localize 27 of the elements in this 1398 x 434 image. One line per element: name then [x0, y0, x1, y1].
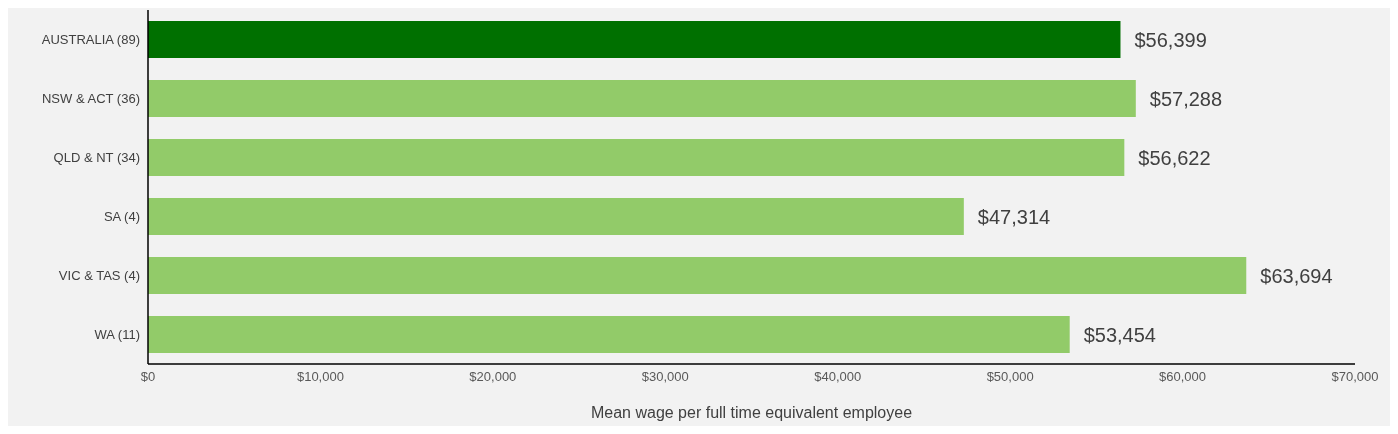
x-tick-label: $60,000 — [1159, 369, 1207, 385]
y-tick-label: VIC & TAS (4) — [58, 268, 140, 284]
data-label: $56,399 — [1134, 28, 1207, 51]
y-tick-label: SA (4) — [103, 209, 140, 225]
x-tick-label: $30,000 — [641, 369, 689, 385]
x-tick-label: $20,000 — [469, 369, 517, 385]
data-label: $47,314 — [977, 205, 1051, 228]
bar — [148, 21, 1121, 58]
x-tick-label: $0 — [140, 369, 156, 385]
data-label: $53,454 — [1083, 323, 1156, 346]
bar — [148, 316, 1070, 353]
y-tick-label: NSW & ACT (36) — [41, 91, 140, 107]
x-tick-label: $10,000 — [296, 369, 344, 385]
x-tick-label: $70,000 — [1331, 369, 1379, 385]
bar — [148, 198, 964, 235]
x-axis-title: Mean wage per full time equivalent employee — [590, 404, 913, 421]
data-label: $63,694 — [1260, 264, 1333, 287]
y-tick-label: WA (11) — [94, 327, 140, 343]
y-tick-label: AUSTRALIA (89) — [41, 32, 140, 48]
data-label: $56,622 — [1138, 146, 1211, 169]
x-tick-label: $40,000 — [814, 369, 862, 385]
bar — [148, 80, 1136, 117]
bar — [148, 139, 1125, 176]
data-label: $57,288 — [1149, 87, 1223, 110]
bar — [148, 257, 1247, 294]
x-tick-label: $50,000 — [986, 369, 1034, 385]
y-tick-label: QLD & NT (34) — [53, 150, 140, 166]
